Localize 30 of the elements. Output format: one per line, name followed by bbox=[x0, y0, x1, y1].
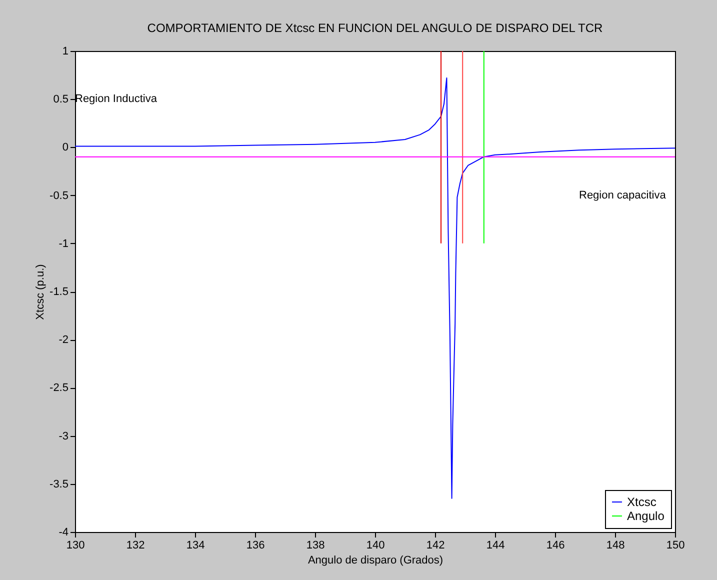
chart-title: COMPORTAMIENTO DE Xtcsc EN FUNCION DEL ANGULO DE DISPARO DEL TCR bbox=[147, 21, 604, 35]
y-tick-label: 1 bbox=[62, 46, 68, 58]
y-axis-title: Xtcsc (p.u.) bbox=[34, 264, 47, 320]
legend-label: Xtcsc bbox=[627, 495, 656, 509]
y-tick-label: -3 bbox=[58, 430, 68, 442]
y-tick-label: -2 bbox=[58, 334, 68, 346]
y-tick-label: -1.5 bbox=[50, 286, 68, 298]
annotation: Region Inductiva bbox=[75, 93, 158, 106]
line-series bbox=[75, 77, 675, 499]
x-axis-title: Angulo de disparo (Grados) bbox=[308, 554, 444, 566]
y-tick-label: -3.5 bbox=[50, 478, 68, 490]
x-tick-label: 144 bbox=[486, 540, 505, 552]
y-tick-label: -0.5 bbox=[50, 190, 68, 202]
x-tick-label: 134 bbox=[186, 540, 205, 552]
annotation: Region capacitiva bbox=[579, 189, 667, 202]
x-tick-label: 146 bbox=[546, 540, 565, 552]
legend-label: Angulo bbox=[627, 509, 665, 523]
x-tick-label: 130 bbox=[66, 540, 85, 552]
x-tick-label: 142 bbox=[426, 540, 445, 552]
y-tick-label: -2.5 bbox=[50, 382, 68, 394]
x-tick-label: 138 bbox=[306, 540, 325, 552]
x-tick-label: 132 bbox=[126, 540, 145, 552]
x-tick-label: 136 bbox=[246, 540, 265, 552]
x-tick-label: 148 bbox=[606, 540, 625, 552]
x-tick-label: 140 bbox=[366, 540, 385, 552]
y-tick-label: -4 bbox=[58, 526, 68, 538]
x-tick-label: 150 bbox=[666, 540, 685, 552]
y-tick-label: -1 bbox=[58, 238, 68, 250]
y-tick-label: 0 bbox=[62, 142, 68, 154]
y-tick-label: 0.5 bbox=[53, 94, 68, 106]
